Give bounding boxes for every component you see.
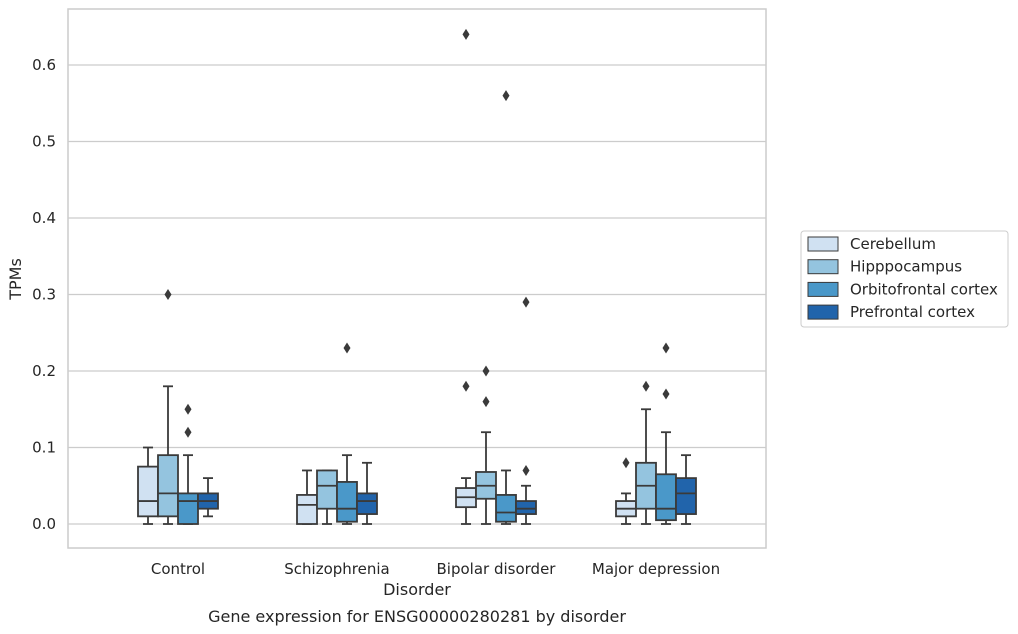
outlier-point — [662, 388, 670, 400]
outlier-point — [184, 426, 192, 438]
box-hipppocampus — [475, 365, 497, 525]
outlier-point — [522, 296, 530, 308]
iqr-box — [336, 481, 358, 523]
iqr-box — [296, 494, 318, 525]
outlier-point — [642, 380, 650, 392]
box-cerebellum — [455, 28, 477, 525]
y-axis-title: TPMs — [6, 258, 25, 301]
outlier-point — [522, 464, 530, 476]
box-prefrontal-cortex — [197, 477, 219, 518]
x-tick-labels: Control Schizophrenia Bipolar disorder Majo… — [151, 560, 720, 578]
box-hipppocampus — [157, 289, 179, 525]
iqr-box — [356, 492, 378, 515]
y-tick-label: 0.3 — [32, 286, 56, 304]
outlier-point — [462, 28, 470, 40]
legend-item: Cerebellum — [807, 235, 936, 253]
box-orbitofrontal-cortex — [177, 403, 199, 525]
outlier-point — [482, 365, 490, 377]
legend-item: Hipppocampus — [807, 258, 962, 276]
legend: Cerebellum Hipppocampus Orbitofrontal cort… — [800, 230, 1009, 328]
legend-label: Prefrontal cortex — [850, 303, 975, 321]
y-tick-labels: 0.0 0.1 0.2 0.3 0.4 0.5 0.6 — [32, 56, 56, 533]
legend-swatch — [807, 281, 839, 297]
outlier-point — [662, 342, 670, 354]
y-tick-label: 0.5 — [32, 133, 56, 151]
outlier-point — [343, 342, 351, 354]
y-tick-label: 0.0 — [32, 515, 56, 533]
x-tick-label: Major depression — [592, 560, 720, 578]
box-prefrontal-cortex — [675, 454, 697, 525]
legend-swatch — [807, 259, 839, 275]
box-orbitofrontal-cortex — [495, 90, 517, 525]
x-tick-label: Bipolar disorder — [437, 560, 557, 578]
iqr-box — [137, 465, 159, 518]
y-tick-label: 0.4 — [32, 209, 56, 227]
legend-swatch — [807, 236, 839, 252]
y-tick-label: 0.6 — [32, 56, 56, 74]
legend-label: Hipppocampus — [850, 258, 962, 276]
y-tick-label: 0.1 — [32, 439, 56, 457]
box-orbitofrontal-cortex — [336, 342, 358, 525]
box-plot-series — [137, 28, 697, 525]
iqr-box — [316, 469, 338, 510]
outlier-point — [482, 396, 490, 408]
iqr-box — [495, 494, 517, 523]
legend-swatch — [807, 304, 839, 320]
x-tick-label: Schizophrenia — [284, 560, 389, 578]
box-cerebellum — [137, 446, 159, 525]
box-cerebellum — [615, 457, 637, 525]
outlier-point — [462, 380, 470, 392]
outlier-point — [502, 90, 510, 102]
iqr-box — [655, 473, 677, 522]
box-prefrontal-cortex — [515, 296, 537, 525]
outlier-point — [184, 403, 192, 415]
legend-frame — [800, 230, 1009, 328]
iqr-box — [157, 454, 179, 518]
legend-label: Cerebellum — [850, 235, 936, 253]
legend-item: Orbitofrontal cortex — [807, 280, 998, 298]
figure-caption: Gene expression for ENSG00000280281 by d… — [208, 607, 626, 626]
iqr-box — [515, 500, 537, 515]
y-gridlines — [68, 64, 766, 525]
box-cerebellum — [296, 469, 318, 525]
box-hipppocampus — [635, 380, 657, 525]
iqr-box — [177, 492, 199, 525]
outlier-point — [164, 289, 172, 300]
iqr-box — [675, 477, 697, 515]
legend-item: Prefrontal cortex — [807, 303, 975, 321]
box-orbitofrontal-cortex — [655, 342, 677, 525]
outlier-point — [622, 457, 630, 469]
plot-area-frame — [67, 8, 767, 549]
box-prefrontal-cortex — [356, 461, 378, 525]
x-tick-label: Control — [151, 560, 205, 578]
box-hipppocampus — [316, 469, 338, 525]
x-axis-title: Disorder — [383, 580, 451, 599]
y-tick-label: 0.2 — [32, 362, 56, 380]
legend-label: Orbitofrontal cortex — [850, 280, 998, 298]
